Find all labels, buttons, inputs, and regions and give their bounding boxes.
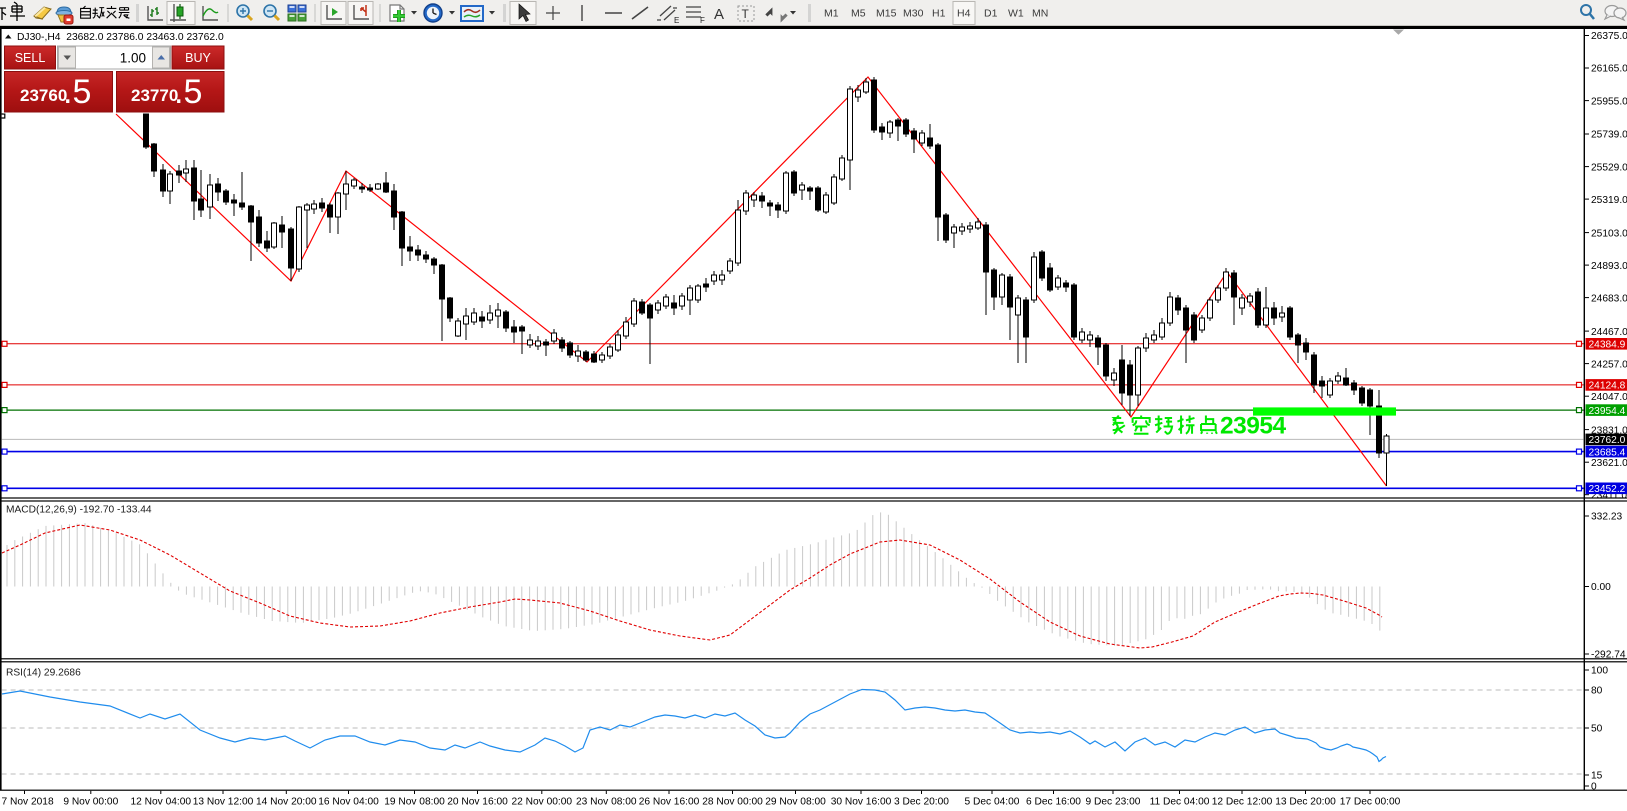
svg-text:14 Nov 20:00: 14 Nov 20:00 xyxy=(256,797,317,808)
svg-text:23621.0: 23621.0 xyxy=(1591,458,1627,469)
svg-text:M15: M15 xyxy=(876,8,897,20)
svg-text:1.00: 1.00 xyxy=(120,51,146,66)
svg-text:7 Nov 2018: 7 Nov 2018 xyxy=(2,797,54,808)
svg-text:6 Dec 16:00: 6 Dec 16:00 xyxy=(1026,797,1081,808)
svg-text:0.00: 0.00 xyxy=(1591,582,1611,593)
svg-text:H4: H4 xyxy=(957,8,971,20)
svg-text:23452.2: 23452.2 xyxy=(1589,484,1626,495)
svg-text:.5: .5 xyxy=(174,73,202,111)
svg-text:29 Nov 08:00: 29 Nov 08:00 xyxy=(765,797,826,808)
svg-text:100: 100 xyxy=(1591,666,1608,677)
svg-text:23 Nov 08:00: 23 Nov 08:00 xyxy=(576,797,637,808)
svg-text:DJ30-,H4 23682.0 23786.0 2346: DJ30-,H4 23682.0 23786.0 23463.0 23762.0 xyxy=(17,32,224,43)
svg-text:12 Nov 04:00: 12 Nov 04:00 xyxy=(130,797,191,808)
svg-text:MN: MN xyxy=(1032,8,1048,20)
svg-text:80: 80 xyxy=(1591,686,1603,697)
svg-text:23954: 23954 xyxy=(1220,413,1287,440)
svg-text:3 Dec 20:00: 3 Dec 20:00 xyxy=(894,797,949,808)
svg-text:SELL: SELL xyxy=(15,51,46,65)
svg-text:23760: 23760 xyxy=(20,86,67,105)
svg-text:23770: 23770 xyxy=(131,86,178,105)
svg-text:30 Nov 16:00: 30 Nov 16:00 xyxy=(831,797,892,808)
svg-text:F: F xyxy=(700,16,705,25)
svg-text:25319.0: 25319.0 xyxy=(1591,195,1627,206)
svg-text:D1: D1 xyxy=(984,8,998,20)
svg-text:23954.4: 23954.4 xyxy=(1589,406,1626,417)
svg-text:MACD(12,26,9) -192.70 -133.44: MACD(12,26,9) -192.70 -133.44 xyxy=(6,505,152,516)
svg-text:-292.74: -292.74 xyxy=(1591,650,1626,661)
svg-text:M30: M30 xyxy=(903,8,924,20)
svg-text:24683.0: 24683.0 xyxy=(1591,293,1627,304)
svg-text:M5: M5 xyxy=(851,8,866,20)
svg-text:0: 0 xyxy=(1591,782,1597,793)
svg-text:A: A xyxy=(714,6,724,23)
svg-text:24893.0: 24893.0 xyxy=(1591,261,1627,272)
svg-text:20 Nov 16:00: 20 Nov 16:00 xyxy=(447,797,508,808)
svg-text:5 Dec 04:00: 5 Dec 04:00 xyxy=(965,797,1020,808)
svg-text:12 Dec 12:00: 12 Dec 12:00 xyxy=(1212,797,1273,808)
svg-text:332.23: 332.23 xyxy=(1591,512,1622,523)
svg-text:11 Dec 04:00: 11 Dec 04:00 xyxy=(1150,797,1210,808)
svg-text:17 Dec 00:00: 17 Dec 00:00 xyxy=(1340,797,1401,808)
svg-text:15: 15 xyxy=(1591,771,1603,782)
svg-text:50: 50 xyxy=(1591,724,1603,735)
svg-text:24384.9: 24384.9 xyxy=(1589,340,1626,351)
svg-text:BUY: BUY xyxy=(185,51,211,65)
svg-text:25739.0: 25739.0 xyxy=(1591,130,1627,141)
svg-text:26375.0: 26375.0 xyxy=(1591,31,1627,42)
svg-text:24124.8: 24124.8 xyxy=(1589,381,1626,392)
svg-text:23831.0: 23831.0 xyxy=(1591,425,1627,436)
svg-text:23685.4: 23685.4 xyxy=(1589,447,1626,458)
svg-text:9 Nov 00:00: 9 Nov 00:00 xyxy=(63,797,118,808)
svg-text:25955.0: 25955.0 xyxy=(1591,96,1627,107)
svg-text:W1: W1 xyxy=(1008,8,1024,20)
svg-text:24467.0: 24467.0 xyxy=(1591,327,1627,338)
svg-text:19 Nov 08:00: 19 Nov 08:00 xyxy=(384,797,445,808)
svg-text:13 Nov 12:00: 13 Nov 12:00 xyxy=(193,797,254,808)
svg-text:25103.0: 25103.0 xyxy=(1591,228,1627,239)
svg-text:M1: M1 xyxy=(824,8,839,20)
svg-text:26165.0: 26165.0 xyxy=(1591,64,1627,75)
svg-text:E: E xyxy=(674,16,679,25)
svg-text:23762.0: 23762.0 xyxy=(1589,435,1626,446)
svg-text:28 Nov 00:00: 28 Nov 00:00 xyxy=(702,797,763,808)
svg-text:24047.0: 24047.0 xyxy=(1591,392,1627,403)
svg-text:.5: .5 xyxy=(63,73,91,111)
svg-text:H1: H1 xyxy=(932,8,946,20)
svg-text:RSI(14) 29.2686: RSI(14) 29.2686 xyxy=(6,668,81,679)
svg-text:13 Dec 20:00: 13 Dec 20:00 xyxy=(1275,797,1336,808)
svg-text:9 Dec 23:00: 9 Dec 23:00 xyxy=(1086,797,1141,808)
svg-text:T: T xyxy=(742,7,750,21)
svg-text:25529.0: 25529.0 xyxy=(1591,162,1627,173)
svg-text:26 Nov 16:00: 26 Nov 16:00 xyxy=(639,797,700,808)
svg-text:22 Nov 00:00: 22 Nov 00:00 xyxy=(511,797,572,808)
svg-text:16 Nov 04:00: 16 Nov 04:00 xyxy=(318,797,379,808)
svg-text:23411.0: 23411.0 xyxy=(1591,490,1627,501)
svg-text:24257.0: 24257.0 xyxy=(1591,359,1627,370)
